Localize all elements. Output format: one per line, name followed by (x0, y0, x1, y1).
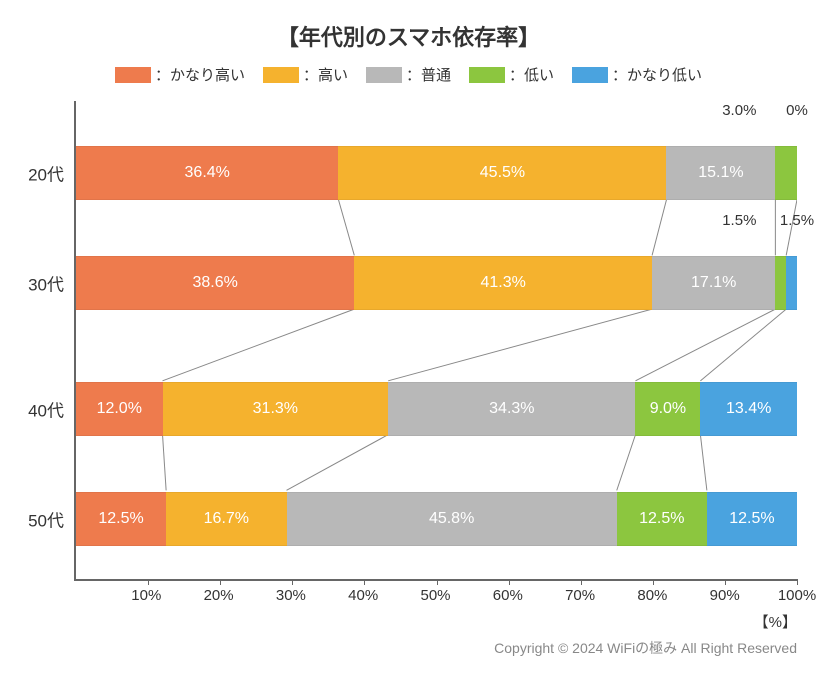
x-tick-label: 100% (778, 587, 816, 604)
segment: 41.3% (354, 256, 652, 310)
segment (775, 146, 797, 200)
segment: 12.0% (76, 382, 163, 436)
segment: 45.8% (287, 492, 617, 546)
legend-item-1: ：高い (263, 64, 348, 85)
x-tick (797, 579, 798, 585)
y-label-40代: 40代 (28, 397, 64, 422)
segment: 36.4% (76, 146, 338, 200)
y-label-20代: 20代 (28, 161, 64, 186)
bar-row-40代: 12.0%31.3%34.3%9.0%13.4% (76, 382, 797, 436)
x-tick-label: 20% (204, 587, 234, 604)
legend-item-2: ：普通 (366, 64, 451, 85)
bar-row-20代: 36.4%45.5%15.1% (76, 146, 797, 200)
plot-area: 3.0%0%36.4%45.5%15.1%1.5%1.5%38.6%41.3%1… (74, 101, 797, 581)
segment: 13.4% (700, 382, 797, 436)
legend-item-4: ：かなり低い (572, 64, 702, 85)
copyright-text: Copyright © 2024 WiFiの極み All Right Reser… (20, 638, 797, 658)
x-tick-label: 70% (565, 587, 595, 604)
segment: 16.7% (166, 492, 286, 546)
y-label-30代: 30代 (28, 271, 64, 296)
legend-swatch (366, 67, 402, 83)
x-tick-label: 50% (420, 587, 450, 604)
bar-row-30代: 38.6%41.3%17.1% (76, 256, 797, 310)
segment: 12.5% (617, 492, 707, 546)
segment (786, 256, 797, 310)
y-label-50代: 50代 (28, 507, 64, 532)
overflow-label: 3.0% (722, 102, 756, 119)
overflow-label: 1.5% (780, 212, 814, 229)
segment: 45.5% (338, 146, 666, 200)
legend-label: ：普通 (406, 64, 451, 85)
plot-wrap: 20代30代40代50代 3.0%0%36.4%45.5%15.1%1.5%1.… (20, 101, 797, 581)
x-tick-label: 60% (493, 587, 523, 604)
segment (775, 256, 786, 310)
segment: 12.5% (707, 492, 797, 546)
x-tick-label: 40% (348, 587, 378, 604)
bar-row-50代: 12.5%16.7%45.8%12.5%12.5% (76, 492, 797, 546)
chart-title: 【年代別のスマホ依存率】 (20, 20, 797, 52)
segment: 38.6% (76, 256, 354, 310)
legend-swatch (469, 67, 505, 83)
legend-swatch (115, 67, 151, 83)
x-tick-label: 80% (637, 587, 667, 604)
overflow-label: 0% (786, 102, 808, 119)
segment: 31.3% (163, 382, 389, 436)
segment: 9.0% (635, 382, 700, 436)
x-tick-label: 30% (276, 587, 306, 604)
x-axis-unit: 【%】 (20, 611, 797, 632)
legend: ：かなり高い ：高い ：普通 ：低い ：かなり低い (20, 64, 797, 85)
legend-label: ：低い (509, 64, 554, 85)
segment: 34.3% (388, 382, 635, 436)
legend-label: ：かなり低い (612, 64, 702, 85)
x-tick-label: 90% (710, 587, 740, 604)
legend-swatch (263, 67, 299, 83)
legend-item-0: ：かなり高い (115, 64, 245, 85)
legend-label: ：高い (303, 64, 348, 85)
legend-swatch (572, 67, 608, 83)
x-tick-label: 10% (131, 587, 161, 604)
segment: 17.1% (652, 256, 775, 310)
segment: 15.1% (666, 146, 775, 200)
y-axis-labels: 20代 30代 40代 50代 (20, 101, 74, 581)
x-axis-labels: 10%20%30%40%50%60%70%80%90%100% (74, 581, 797, 609)
legend-item-3: ：低い (469, 64, 554, 85)
chart-container: 【年代別のスマホ依存率】 ：かなり高い ：高い ：普通 ：低い ：かなり低い 20代 30… (20, 20, 797, 658)
segment: 12.5% (76, 492, 166, 546)
overflow-label: 1.5% (722, 212, 756, 229)
legend-label: ：かなり高い (155, 64, 245, 85)
